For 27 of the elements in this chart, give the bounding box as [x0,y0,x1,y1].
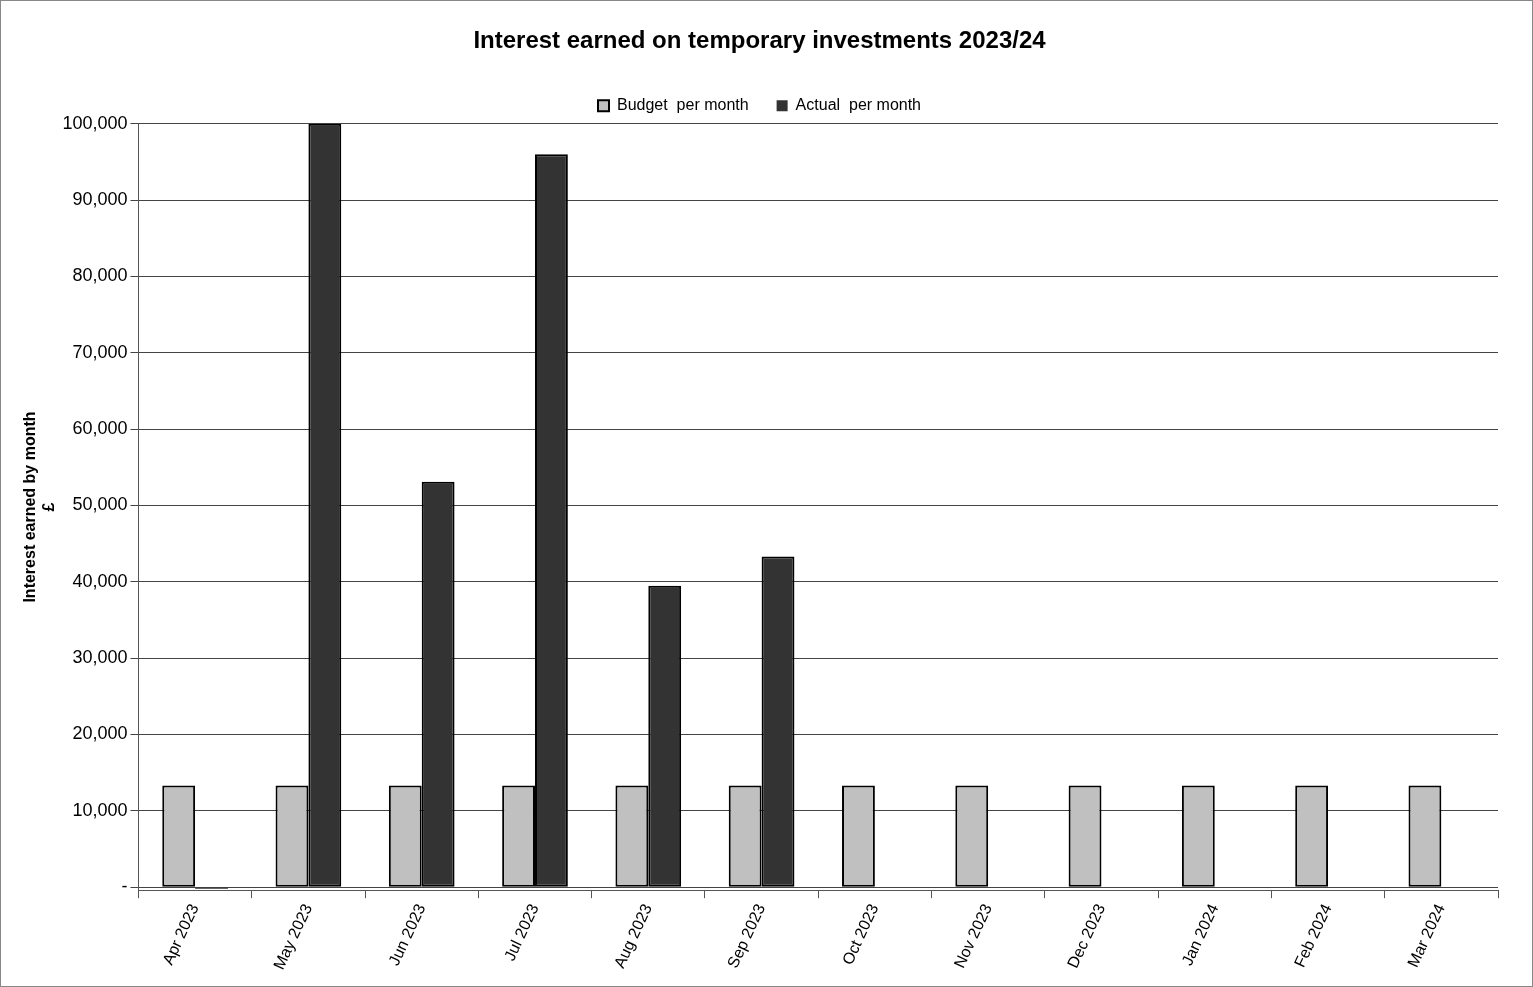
y-tick-label: 10,000 [72,799,128,820]
x-tick-label: Nov 2023 [950,901,995,971]
legend-label: Budget per month [616,96,749,114]
y-tick-label: 100,000 [62,112,128,133]
y-tick-label: 50,000 [72,494,128,515]
y-tick-label: 40,000 [72,570,128,591]
y-tick-label: 90,000 [72,189,128,210]
y-tick-label: 80,000 [72,265,128,286]
y-axis-title: Interest earned by month £ [21,411,58,603]
y-tick-label: 20,000 [72,723,128,744]
x-tick-label: Aug 2023 [610,901,656,971]
x-tick-label: Sep 2023 [723,901,769,971]
x-tick-label: Jan 2024 [1178,901,1222,969]
y-tick-label: 70,000 [72,341,128,362]
x-tick-label: May 2023 [270,901,316,973]
x-tick-label: Oct 2023 [838,901,882,968]
x-tick-label: Mar 2024 [1404,901,1449,970]
y-tick-label: - [121,876,128,897]
y-tick-label: 60,000 [72,418,128,439]
x-tick-label: Apr 2023 [158,901,202,968]
x-tick-label: Jul 2023 [500,901,542,964]
legend-label: Actual per month [795,96,922,114]
x-tick-label: Feb 2024 [1290,901,1335,970]
x-tick-label: Jun 2023 [385,901,429,969]
chart-title: Interest earned on temporary investments 2023/24 [473,26,1047,54]
x-tick-label: Dec 2023 [1063,901,1109,971]
y-tick-label: 30,000 [72,647,128,668]
